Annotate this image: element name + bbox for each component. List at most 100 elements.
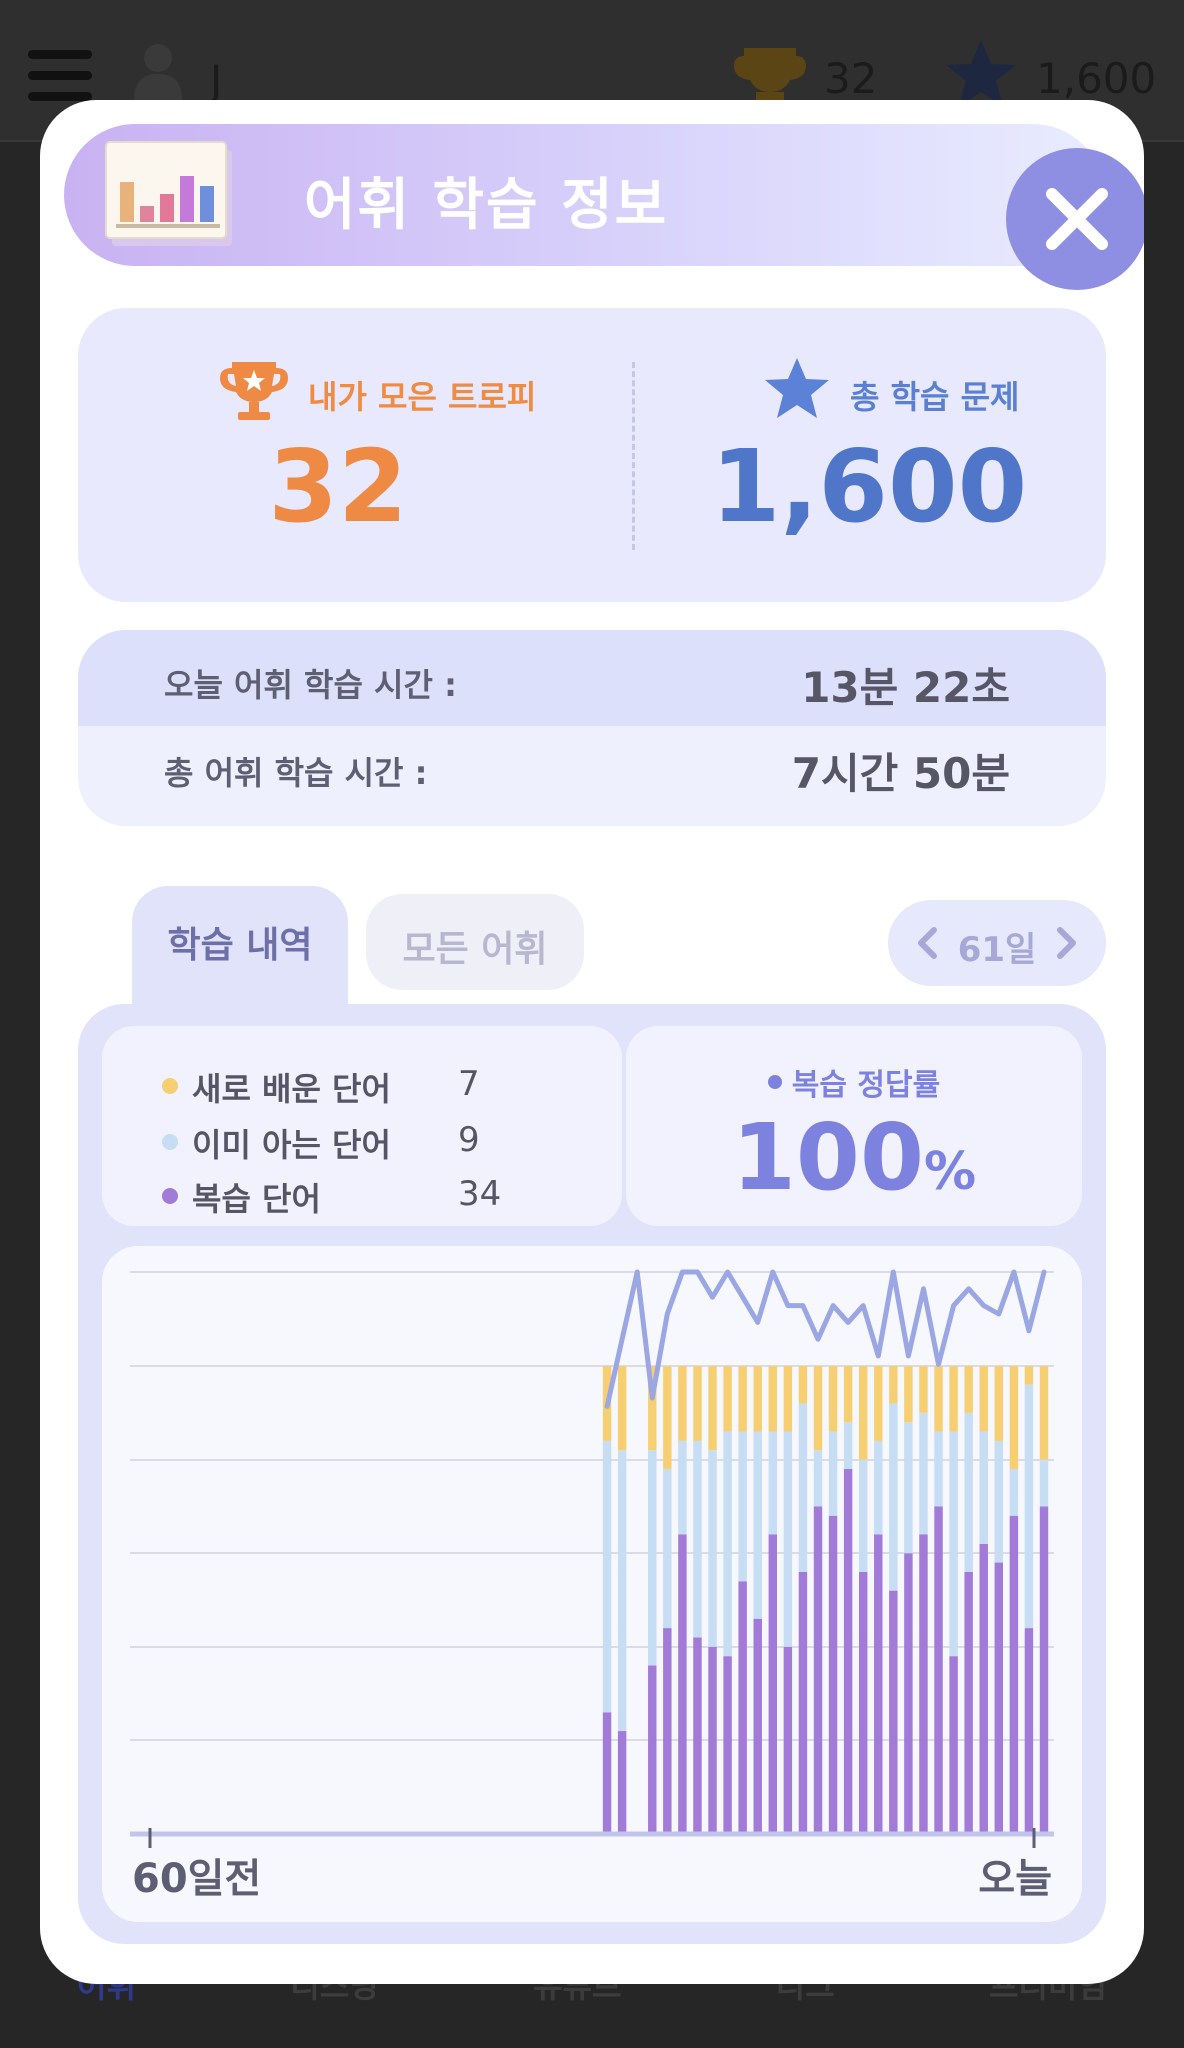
bar-known (1024, 1384, 1034, 1629)
close-button[interactable] (1006, 148, 1144, 290)
bar-new (1009, 1366, 1019, 1469)
star-icon (946, 40, 1016, 106)
x-axis-start-label: 60일전 (132, 1856, 262, 1902)
bar-review (768, 1534, 778, 1834)
bar-known (798, 1403, 808, 1572)
trophy-icon (220, 362, 288, 420)
trophy-label: 내가 모은 트로피 (308, 378, 537, 416)
period-label: 61일 (957, 930, 1037, 970)
tab-history[interactable]: 학습 내역 (132, 886, 348, 1006)
chevron-left-icon[interactable] (916, 926, 938, 960)
bar-new (693, 1366, 702, 1441)
bar-review (678, 1534, 687, 1834)
chart-svg (130, 1269, 1054, 1848)
bar-known (813, 1450, 823, 1507)
bar-review (723, 1656, 732, 1834)
star-count: 1,600 (1036, 54, 1157, 103)
bar-new (889, 1366, 898, 1404)
bar-known (723, 1431, 732, 1657)
bar-review (964, 1571, 973, 1834)
bar-review (828, 1515, 838, 1834)
bar-known (1009, 1468, 1019, 1516)
bar-new (919, 1366, 928, 1413)
bar-review (813, 1506, 823, 1834)
bar-new (738, 1366, 747, 1432)
stats-divider (632, 362, 635, 550)
bar-review (1009, 1515, 1019, 1834)
total-time-label: 총 어휘 학습 시간 : (164, 754, 428, 792)
bar-review (602, 1712, 612, 1834)
bar-review (617, 1731, 627, 1834)
bar-new (858, 1366, 868, 1460)
star-icon (765, 358, 829, 418)
bar-known (904, 1422, 913, 1554)
bar-known (919, 1412, 928, 1535)
bar-known (934, 1431, 943, 1507)
bar-review (919, 1534, 928, 1834)
bar-review (889, 1590, 898, 1834)
review-rate-box: 복습 정답률 100% (626, 1026, 1082, 1226)
bar-review (693, 1637, 702, 1834)
bar-review (1039, 1506, 1049, 1834)
trophy-count: 32 (824, 54, 878, 103)
bar-new (753, 1366, 762, 1432)
bar-known (889, 1403, 898, 1591)
bar-known (648, 1450, 657, 1666)
legend-label-review: 복습 단어 (192, 1180, 321, 1218)
bar-new (783, 1366, 793, 1432)
total-time-value: 7시간 50분 (791, 749, 1010, 798)
bar-review (738, 1581, 747, 1834)
history-panel: 새로 배운 단어 7 이미 아는 단어 9 복습 단어 34 복습 정답률 10… (78, 1004, 1106, 1944)
bar-known (828, 1431, 838, 1516)
bar-new (904, 1366, 913, 1423)
bar-review (949, 1656, 958, 1834)
bar-known (843, 1422, 853, 1469)
bar-review (843, 1468, 853, 1834)
tab-all-vocab[interactable]: 모든 어휘 (366, 894, 584, 990)
bar-review (934, 1506, 943, 1834)
bar-known (858, 1459, 868, 1572)
legend-dot-new (162, 1078, 178, 1094)
legend-label-known: 이미 아는 단어 (192, 1126, 391, 1164)
legend-box: 새로 배운 단어 7 이미 아는 단어 9 복습 단어 34 (102, 1026, 622, 1226)
menu-icon[interactable] (28, 50, 92, 102)
vocab-info-modal: 어휘 학습 정보 내가 모은 트로피 32 총 학습 문제 1,600 오늘 어… (40, 100, 1144, 1984)
bar-known (693, 1440, 702, 1638)
today-time-row (78, 630, 1106, 726)
bar-new (663, 1366, 672, 1469)
trophy-icon (734, 48, 806, 100)
stats-card: 내가 모은 트로피 32 총 학습 문제 1,600 (78, 308, 1106, 602)
study-time-card: 오늘 어휘 학습 시간 : 13분 22초 총 어휘 학습 시간 : 7시간 5… (78, 630, 1106, 826)
problems-label: 총 학습 문제 (850, 378, 1020, 416)
tab-all-vocab-label: 모든 어휘 (402, 929, 548, 970)
review-rate-value: 100 (731, 1104, 924, 1211)
bar-new (678, 1366, 687, 1441)
bar-review (1024, 1628, 1034, 1834)
bar-review (753, 1618, 762, 1834)
legend-count-new: 7 (458, 1064, 480, 1104)
bar-known (708, 1450, 717, 1647)
bar-known (979, 1431, 988, 1544)
bar-known (768, 1431, 778, 1535)
bar-known (617, 1450, 627, 1732)
legend-count-known: 9 (458, 1120, 480, 1160)
review-rate-label: 복습 정답률 (791, 1068, 941, 1103)
user-avatar-icon[interactable] (130, 40, 186, 100)
chevron-right-icon[interactable] (1056, 926, 1078, 960)
bar-known (602, 1440, 612, 1713)
bar-known (874, 1440, 883, 1535)
bar-review (798, 1571, 808, 1834)
review-rate-dot (767, 1075, 782, 1089)
bar-new (1039, 1366, 1049, 1460)
trophy-value: 32 (268, 428, 408, 545)
bar-review (663, 1628, 672, 1834)
legend-count-review: 34 (458, 1174, 502, 1214)
tab-history-label: 학습 내역 (167, 925, 313, 966)
bar-new (828, 1366, 838, 1432)
bar-new (617, 1366, 627, 1451)
today-time-label: 오늘 어휘 학습 시간 : (164, 666, 457, 704)
bar-new (708, 1366, 717, 1451)
bar-review (874, 1534, 883, 1834)
bar-known (753, 1431, 762, 1619)
bar-new (934, 1366, 943, 1432)
